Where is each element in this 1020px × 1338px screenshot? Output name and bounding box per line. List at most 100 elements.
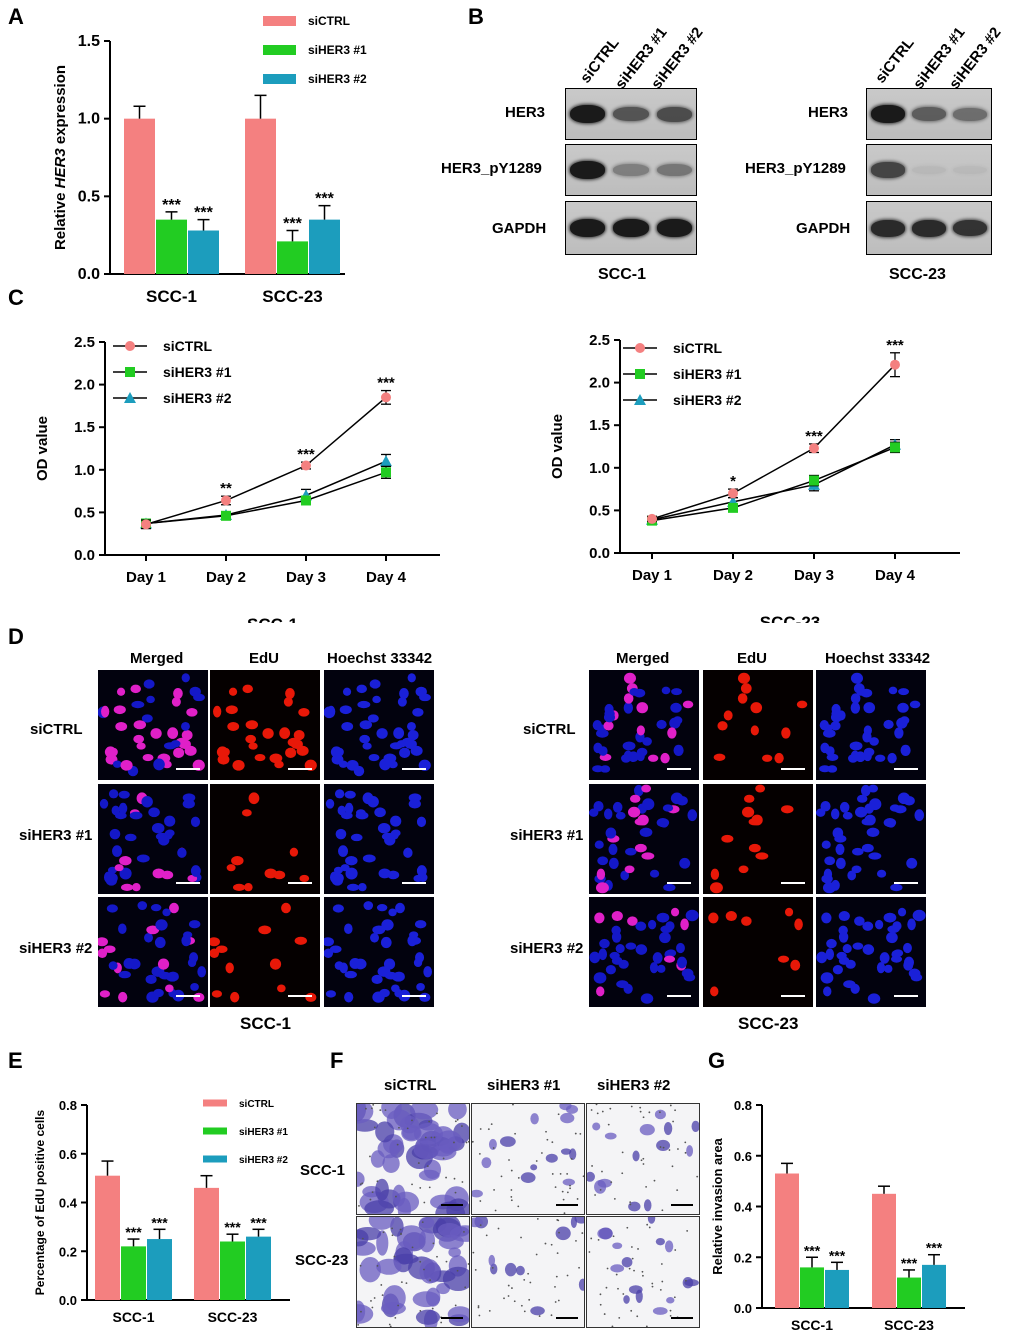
nucleus: [642, 737, 652, 746]
membrane-pore: [517, 1205, 520, 1208]
nucleus: [641, 852, 655, 860]
nucleus: [623, 672, 637, 684]
membrane-pore: [494, 1209, 497, 1212]
invasion-image: [471, 1216, 585, 1328]
blot-band: [569, 161, 606, 179]
nucleus: [155, 919, 168, 931]
nucleus: [136, 854, 150, 863]
nucleus: [262, 728, 274, 739]
invaded-cells: [472, 1217, 584, 1317]
nucleus: [892, 921, 902, 931]
y-axis-label: Percentage of EdU positive cells: [33, 1109, 47, 1295]
nucleus: [99, 990, 111, 998]
membrane-pore: [538, 1315, 541, 1317]
channel-header: Hoechst 33342: [327, 650, 433, 667]
nucleus: [628, 751, 639, 763]
membrane-pore: [477, 1305, 480, 1307]
invaded-cell: [359, 1256, 381, 1283]
membrane-pore: [513, 1300, 516, 1303]
blot-band: [912, 165, 946, 175]
scale-bar: [667, 882, 691, 884]
nucleus: [118, 923, 127, 935]
edu-image: [703, 897, 813, 1007]
panel-label-b: B: [468, 4, 484, 29]
nucleus: [344, 923, 353, 935]
membrane-pore: [611, 1325, 614, 1327]
data-point: [381, 467, 391, 478]
membrane-pore: [384, 1109, 387, 1112]
invasion-image: [471, 1103, 585, 1215]
membrane-pore: [454, 1120, 457, 1123]
nucleus: [226, 864, 236, 872]
y-tick-label: 0.0: [734, 1301, 752, 1316]
nucleus: [324, 937, 334, 947]
nucleus: [367, 714, 379, 723]
invaded-cell: [612, 1242, 623, 1250]
row-label: siHER3 #1: [19, 827, 93, 844]
nucleus: [225, 962, 234, 974]
membrane-pore: [372, 1104, 375, 1106]
nucleus: [188, 920, 201, 929]
nucleus: [345, 867, 358, 880]
cell-nuclei: [816, 784, 925, 894]
significance-marker: ***: [926, 1240, 943, 1256]
membrane-pore: [540, 1152, 543, 1154]
scale-bar: [441, 1317, 463, 1319]
nucleus: [106, 904, 118, 913]
nucleus: [876, 962, 886, 974]
membrane-pore: [510, 1196, 513, 1198]
membrane-pore: [597, 1238, 600, 1241]
nucleus: [660, 752, 670, 764]
bar: [775, 1173, 799, 1308]
nucleus: [118, 802, 128, 815]
nucleus: [639, 827, 653, 837]
nucleus: [838, 925, 848, 936]
scale-bar: [894, 995, 918, 997]
nucleus: [600, 765, 611, 773]
y-axis-label: Relative invasion area: [710, 1137, 725, 1274]
nucleus: [838, 956, 850, 965]
significance-marker: ***: [804, 1242, 821, 1258]
bar: [121, 1246, 146, 1300]
merged-image: [98, 670, 208, 780]
membrane-pore: [554, 1301, 557, 1303]
membrane-pore: [523, 1278, 526, 1281]
nucleus: [781, 727, 791, 739]
blot-cell-line-label: SCC-23: [889, 266, 946, 283]
membrane-pore: [436, 1255, 438, 1258]
membrane-pore: [472, 1140, 474, 1143]
nucleus: [169, 902, 179, 914]
nucleus: [737, 672, 751, 684]
membrane-pore: [474, 1268, 477, 1271]
nucleus: [738, 865, 749, 874]
y-axis-label: OD value: [34, 416, 51, 481]
nucleus: [687, 809, 698, 822]
nucleus: [710, 986, 719, 997]
invaded-cell: [418, 1169, 440, 1181]
invaded-cell: [504, 1262, 517, 1277]
nucleus: [605, 964, 616, 975]
nucleus: [187, 958, 197, 968]
invaded-cell: [555, 1226, 571, 1241]
channel-header: Merged: [616, 650, 670, 667]
membrane-pore: [456, 1118, 459, 1121]
membrane-pore: [373, 1126, 376, 1129]
membrane-pore: [478, 1314, 481, 1317]
membrane-pore: [607, 1123, 610, 1126]
membrane-pore: [578, 1266, 580, 1269]
nucleus: [822, 882, 836, 894]
membrane-pore: [423, 1268, 425, 1271]
cell-nuclei: [592, 672, 694, 773]
membrane-pore: [596, 1112, 599, 1115]
nucleus: [629, 687, 639, 696]
nucleus: [108, 789, 119, 799]
x-tick-label: Day 3: [794, 567, 834, 584]
nucleus: [231, 856, 244, 866]
membrane-pore: [477, 1306, 480, 1309]
blot-cell-line-label: SCC-1: [598, 266, 647, 283]
nucleus: [622, 741, 636, 751]
nucleus: [399, 747, 411, 759]
nucleus: [887, 752, 897, 764]
merged-image: [589, 670, 699, 780]
nucleus: [886, 932, 898, 944]
